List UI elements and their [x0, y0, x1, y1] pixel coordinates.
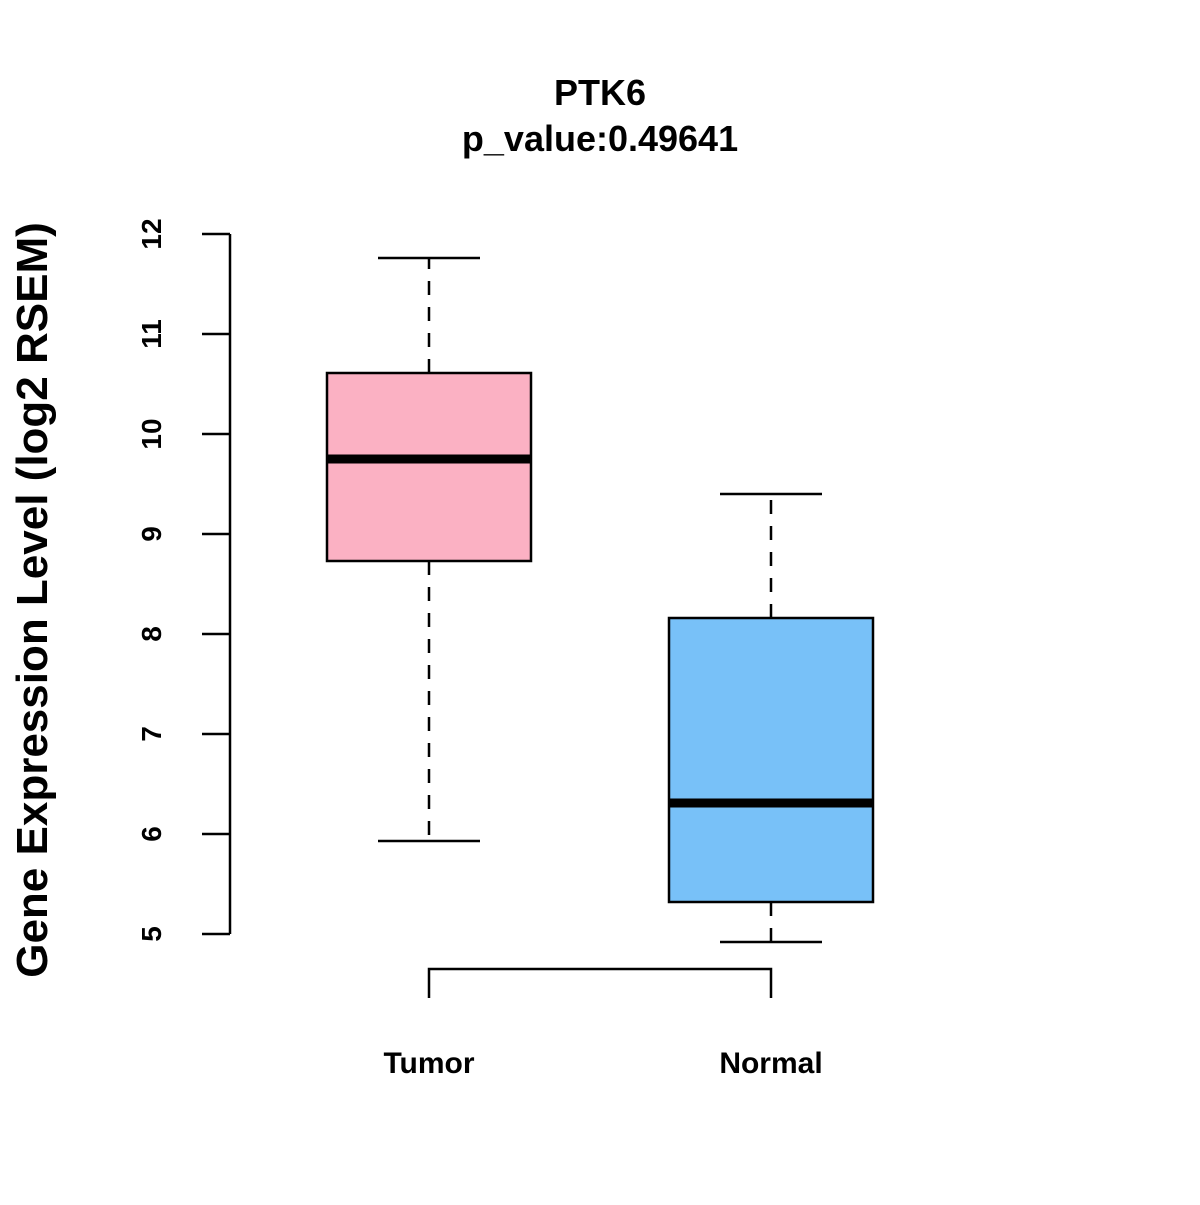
y-tick-label: 8: [136, 626, 167, 642]
box-normal: [667, 492, 875, 944]
y-tick-label: 5: [136, 926, 167, 942]
y-axis: 5 6 7 8 9 10 11 12: [136, 218, 232, 942]
y-tick-label: 10: [136, 418, 167, 449]
y-tick-label: 11: [136, 319, 167, 349]
x-axis-labels: Tumor Normal: [383, 1047, 822, 1080]
chart-title: PTK6: [554, 72, 646, 113]
y-tick-label: 9: [136, 526, 167, 542]
comparison-bracket: [427, 967, 773, 998]
y-tick-label: 6: [136, 826, 167, 842]
x-category-label: Normal: [719, 1047, 822, 1080]
bracket-line: [427, 967, 773, 998]
x-category-label: Tumor: [383, 1047, 474, 1080]
y-tick-label: 7: [136, 726, 167, 742]
chart-subtitle: p_value:0.49641: [462, 118, 738, 159]
y-axis-label: Gene Expression Level (log2 RSEM): [8, 222, 57, 978]
box-series: [325, 256, 875, 944]
box-tumor: [325, 256, 533, 843]
iqr-box: [325, 371, 533, 563]
iqr-box: [667, 616, 875, 904]
y-tick-label: 12: [136, 218, 167, 249]
